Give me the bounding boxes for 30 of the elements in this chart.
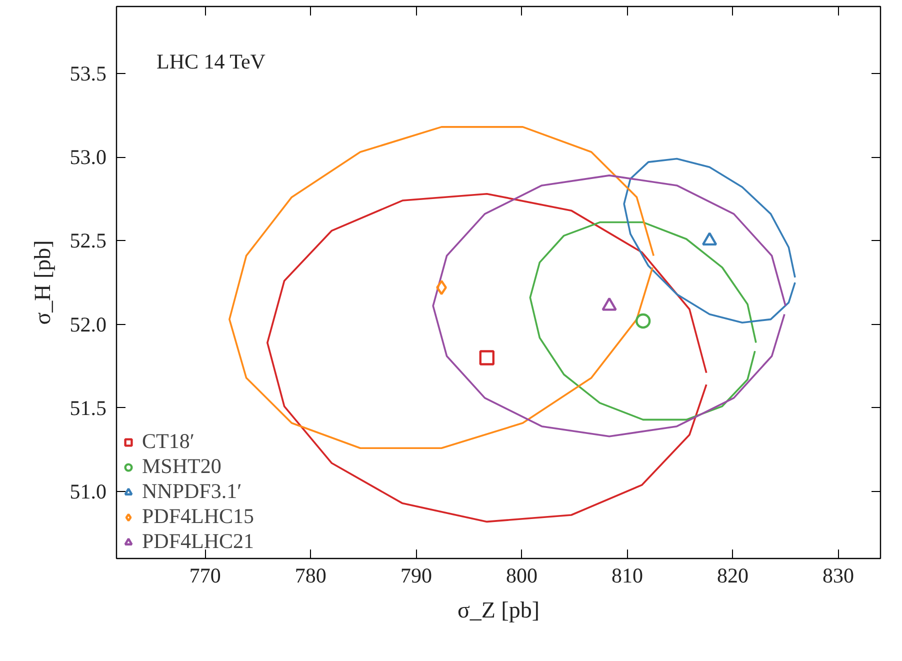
point — [702, 232, 718, 246]
line-series — [266, 192, 708, 523]
y-tick-label: 51.5 — [70, 396, 106, 420]
x-axis-title: σ_Z [pb] — [457, 598, 540, 622]
x-tick-label: 810 — [611, 564, 643, 588]
point — [602, 297, 617, 311]
line-series — [623, 158, 796, 324]
line-series — [432, 174, 786, 438]
line-series — [228, 126, 655, 449]
x-tick-label: 800 — [506, 564, 538, 588]
y-tick-label: 52.5 — [70, 228, 106, 253]
x-tick-label: 820 — [717, 564, 749, 588]
line-series — [529, 221, 757, 421]
point — [635, 313, 651, 329]
y-tick-label: 53.0 — [70, 145, 106, 170]
x-tick-label: 830 — [822, 564, 854, 588]
point — [479, 350, 494, 366]
legend-label: MSHT20 — [142, 454, 222, 479]
x-tick-label: 770 — [189, 564, 221, 588]
y-tick-label: 53.5 — [70, 61, 106, 86]
x-tick-label: 790 — [400, 564, 432, 588]
legend-label: PDF4LHC15 — [142, 504, 254, 529]
y-tick-label: 52.0 — [70, 312, 106, 336]
y-tick-label: 51.0 — [70, 480, 106, 504]
y-axis-title: σ_H [pb] — [30, 240, 55, 325]
annotation: LHC 14 TeV — [156, 50, 266, 74]
legend-label: CT18′ — [142, 429, 194, 454]
legend-label: PDF4LHC21 — [142, 529, 254, 554]
x-tick-label: 780 — [294, 564, 326, 588]
legend-label: NNPDF3.1′ — [142, 479, 242, 504]
